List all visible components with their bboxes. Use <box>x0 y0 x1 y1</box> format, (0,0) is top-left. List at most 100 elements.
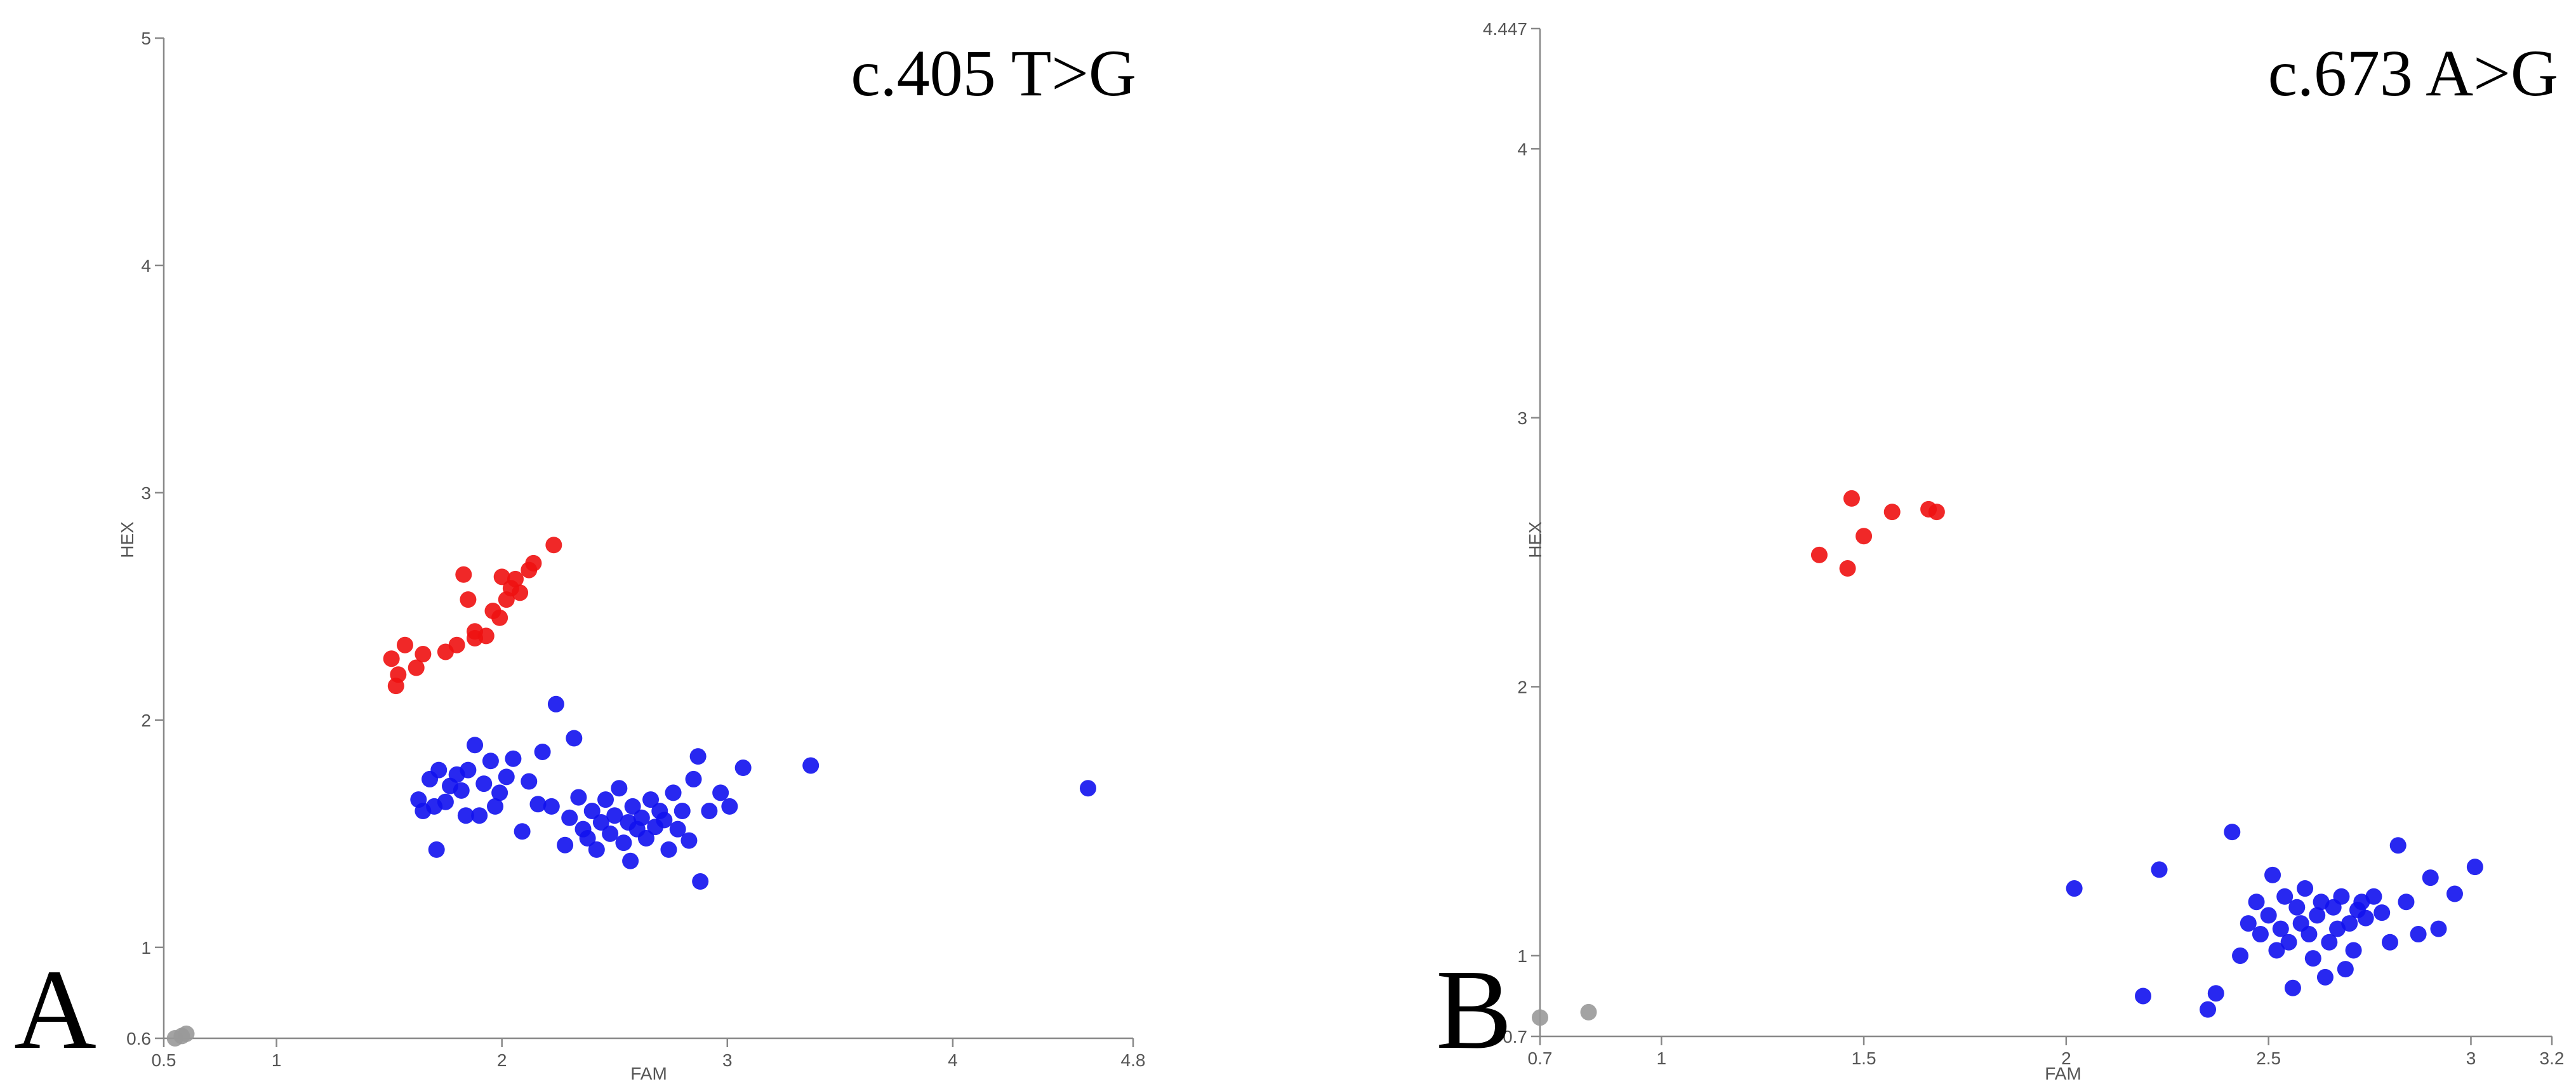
y-tick-label: 4 <box>141 256 151 276</box>
blue-data-point <box>689 748 707 765</box>
blue-data-point <box>2260 907 2277 924</box>
blue-data-point <box>637 830 654 847</box>
y-tick-label: 3 <box>141 483 151 503</box>
blue-data-point <box>505 750 522 767</box>
blue-data-point <box>498 768 515 786</box>
red-data-point <box>1839 560 1856 577</box>
blue-data-point <box>2284 979 2301 996</box>
blue-data-point <box>521 773 538 790</box>
red-data-point <box>1928 504 1945 521</box>
x-tick-label: 0.7 <box>1528 1048 1553 1068</box>
blue-data-point <box>2337 961 2354 978</box>
red-data-point <box>455 566 472 583</box>
blue-data-point <box>681 832 698 849</box>
blue-data-point <box>579 830 596 847</box>
x-tick-label: 3.2 <box>2540 1048 2565 1068</box>
blue-data-point <box>2410 926 2427 943</box>
y-tick-label: 3 <box>1517 408 1527 428</box>
red-data-point <box>1843 490 1860 507</box>
grey-data-point <box>178 1025 195 1042</box>
blue-data-point <box>437 793 454 810</box>
blue-data-point <box>2345 942 2362 959</box>
blue-data-point <box>721 798 738 815</box>
blue-data-point <box>529 796 547 813</box>
blue-data-point <box>547 695 564 713</box>
blue-data-point <box>606 807 623 824</box>
y-axis-label: HEX <box>117 521 137 558</box>
x-tick-label: 2 <box>2061 1048 2071 1068</box>
blue-data-point <box>487 798 504 815</box>
blue-data-point <box>2430 920 2447 937</box>
axis-ticks: 0.5 1 2 3 4 4.8 0.6 1 2 3 4 5 <box>126 29 1145 1070</box>
blue-data-point <box>2381 934 2398 951</box>
blue-data-point <box>457 807 474 824</box>
blue-data-point <box>2341 915 2358 932</box>
panel-title: c.673 A>G <box>2268 37 2558 110</box>
panel-title: c.405 T>G <box>851 37 1136 110</box>
blue-data-point <box>514 823 531 840</box>
blue-data-point <box>460 761 477 779</box>
blue-data-point <box>2151 861 2168 878</box>
x-tick-label: 2 <box>497 1050 507 1070</box>
blue-data-point <box>583 803 601 820</box>
panel-letter: B <box>1436 946 1512 1073</box>
blue-data-point <box>669 820 686 838</box>
red-data-point <box>448 636 465 653</box>
blue-data-point <box>622 852 639 869</box>
blue-data-point <box>611 780 628 797</box>
blue-data-point <box>592 813 609 831</box>
blue-data-point <box>685 770 702 787</box>
blue-data-point <box>467 737 484 754</box>
axis-ticks: 0.7 1 1.5 2 2.5 3 3.2 0.7 1 2 3 4 4.447 <box>1483 19 2565 1068</box>
blue-data-point <box>2240 915 2257 932</box>
blue-data-point <box>2248 894 2265 911</box>
blue-data-point <box>2300 926 2318 943</box>
blue-data-point <box>2200 1001 2217 1018</box>
blue-data-point <box>624 798 641 815</box>
blue-data-point <box>561 809 578 826</box>
y-tick-label: 0.6 <box>126 1029 151 1048</box>
blue-data-point <box>2466 859 2483 876</box>
x-tick-label: 3 <box>2466 1048 2476 1068</box>
blue-data-point <box>633 809 650 826</box>
red-data-point <box>396 636 413 653</box>
x-tick-label: 1 <box>1656 1048 1666 1068</box>
blue-data-point <box>2252 926 2269 943</box>
blue-data-point <box>701 803 718 820</box>
panel-a: 0.5 1 2 3 4 4.8 0.6 1 2 3 4 5 FAM HEX c.405 T>G A <box>14 29 1145 1083</box>
blue-data-point <box>2268 942 2285 959</box>
x-tick-label: 4.8 <box>1121 1050 1146 1070</box>
blue-data-point <box>430 761 448 779</box>
x-tick-label: 1 <box>272 1050 282 1070</box>
blue-data-point <box>453 782 470 799</box>
red-data-point <box>1810 546 1828 563</box>
blue-data-point <box>2297 880 2314 897</box>
blue-data-point <box>2264 866 2281 883</box>
blue-data-point <box>557 836 574 853</box>
blue-data-point <box>588 841 605 858</box>
x-tick-label: 1.5 <box>1852 1048 1876 1068</box>
blue-data-point <box>602 825 619 842</box>
blue-data-point <box>2446 885 2463 902</box>
blue-data-point <box>656 812 673 829</box>
blue-data-point <box>2276 888 2294 905</box>
panel-b: 0.7 1 1.5 2 2.5 3 3.2 0.7 1 2 3 4 4.447 FAM HEX c.67… <box>1436 19 2564 1083</box>
blue-data-point <box>2309 907 2326 924</box>
y-tick-label: 1 <box>141 938 151 958</box>
scatter-points <box>166 537 1096 1047</box>
blue-data-point <box>2135 987 2152 1005</box>
y-tick-label: 5 <box>141 29 151 48</box>
red-data-point <box>460 591 477 608</box>
blue-data-point <box>2207 985 2224 1002</box>
red-data-point <box>1856 528 1873 545</box>
x-axis-label: FAM <box>2045 1064 2081 1083</box>
blue-data-point <box>491 784 508 801</box>
red-data-point <box>507 570 524 587</box>
y-tick-label: 4 <box>1517 139 1527 159</box>
blue-data-point <box>734 760 752 777</box>
blue-data-point <box>692 873 709 890</box>
blue-data-point <box>2398 894 2415 911</box>
y-tick-label: 1 <box>1517 946 1527 966</box>
blue-data-point <box>534 743 551 760</box>
